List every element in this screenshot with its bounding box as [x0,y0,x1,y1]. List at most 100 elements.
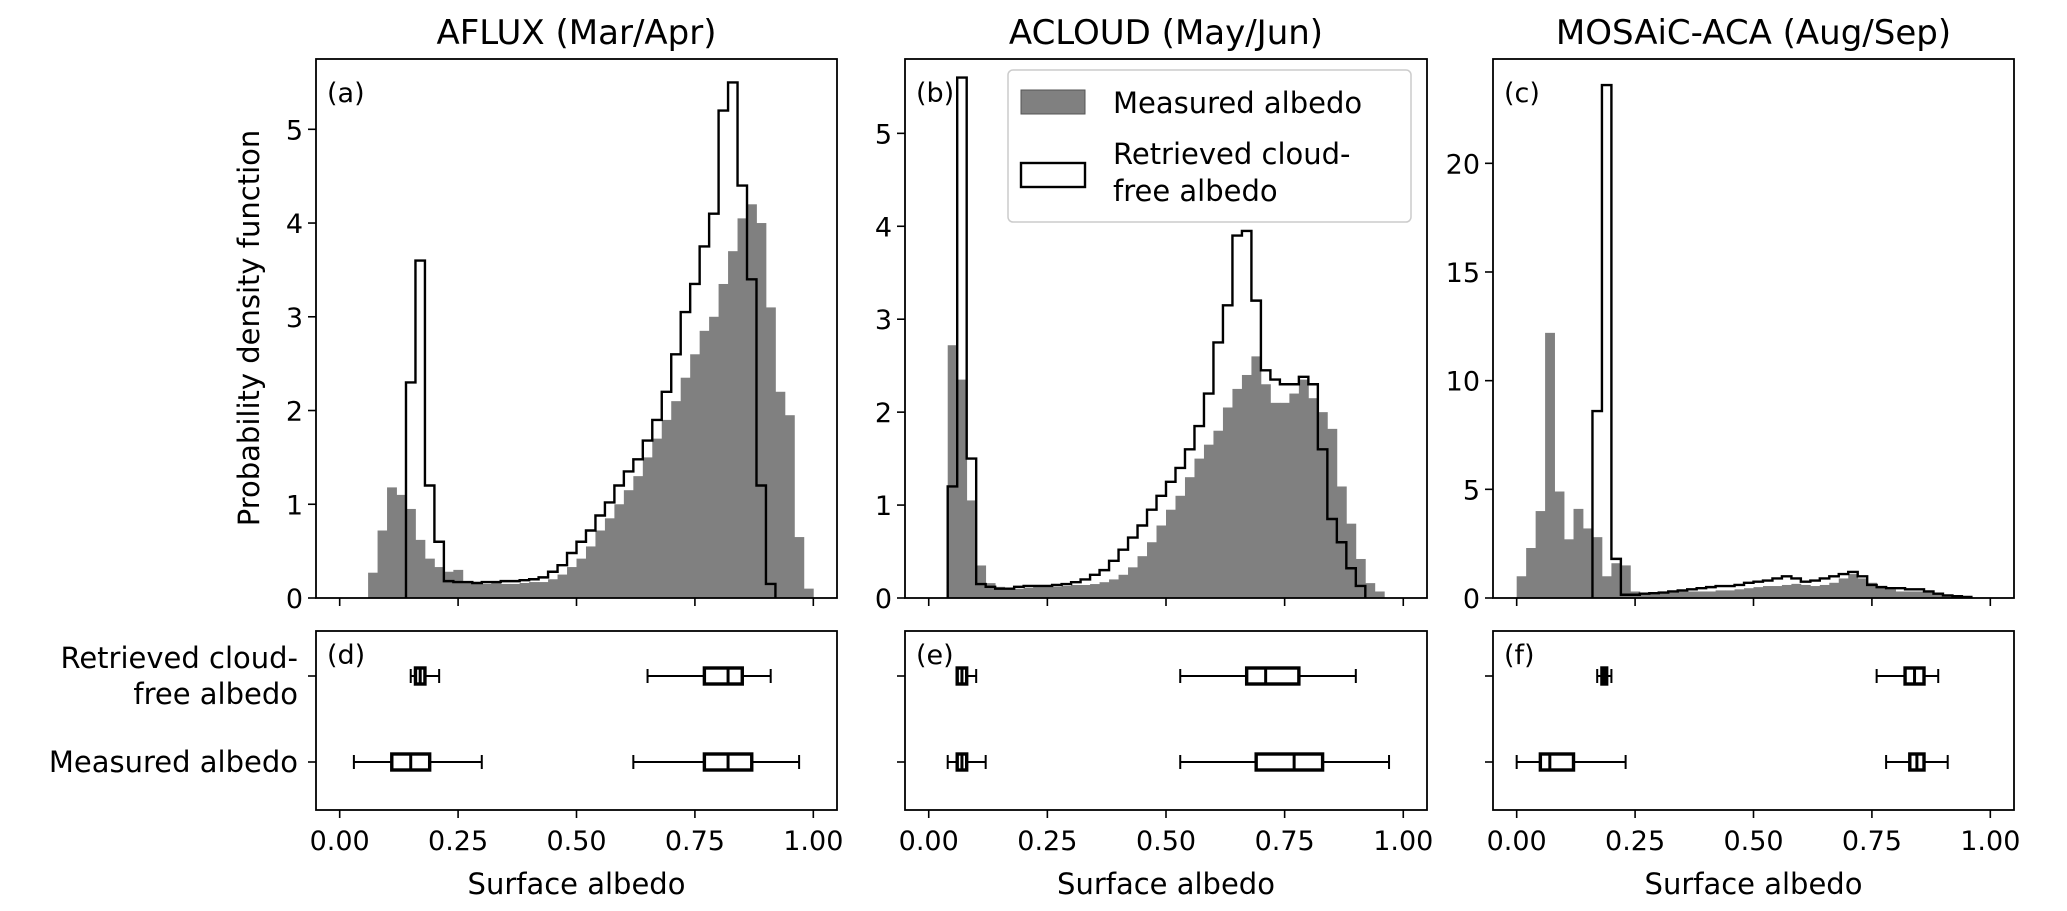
panel-tag-boxplot: (e) [916,640,954,671]
histogram-bar [1071,584,1081,598]
histogram-bar [803,588,814,598]
y-tick-label: 3 [875,305,892,336]
boxplot-box [352,752,483,772]
histogram-bar [1374,591,1385,598]
x-tick-label: 0.25 [428,826,488,857]
histogram-bar [775,391,786,598]
histogram-bar [462,581,473,598]
histogram-bar [728,251,738,599]
histogram-bar [756,223,767,599]
histogram-step-line [404,81,777,598]
x-tick-label: 0.50 [1136,826,1196,857]
legend [1007,69,1412,223]
histogram-bar [1554,491,1565,598]
x-tick-label: 1.00 [1373,826,1433,857]
boxplot-box [1179,752,1391,772]
histogram-bar [1184,477,1195,598]
boxplot-box [946,752,987,772]
histogram-bar [519,583,530,598]
histogram-bar [661,419,672,598]
histogram-bar [747,204,757,599]
x-tick-label: 0.50 [1723,826,1783,857]
histogram-bar [585,546,596,598]
histogram-bar [510,583,521,598]
legend-label: Retrieved cloud- [1113,137,1351,171]
histogram-bar [481,583,492,598]
y-tick-label: 5 [1463,475,1480,506]
histogram-bar [491,583,502,598]
histogram-bar [1592,537,1603,598]
histogram-bar [1933,593,1944,598]
histogram-bar [1090,584,1100,598]
y-tick-label: 1 [286,490,303,521]
histogram-bar [947,345,958,598]
histogram-bar [576,558,587,598]
y-tick-label: 5 [286,115,303,146]
y-tick-label: 0 [875,584,892,615]
histogram-bar [1706,591,1717,598]
x-axis-label: Surface albedo [1057,867,1275,901]
histogram-bar [1526,548,1537,598]
histogram-bar [1327,428,1338,598]
panel-tag: (b) [916,78,954,109]
panel-tag-boxplot: (d) [327,640,365,671]
histogram-bar [1781,584,1792,598]
panel-tag: (a) [327,78,365,109]
histogram-bar [1725,590,1735,598]
x-axis-label: Surface albedo [1645,867,1863,901]
histogram-bar [1118,574,1129,598]
histogram-bar [396,494,407,598]
panel-a [308,58,838,818]
x-tick-label: 0.00 [899,826,959,857]
histogram-bar [957,379,968,598]
histogram-bar [1744,588,1754,598]
histogram-bar [1194,458,1205,598]
histogram-bar [642,457,653,598]
boxplot-iqr-box [1254,752,1325,772]
histogram-bar [1668,592,1679,598]
histogram-bar [1147,542,1157,598]
histogram-bar [1213,430,1224,598]
panel-title: ACLOUD (May/Jun) [1009,13,1323,53]
y-tick-label: 1 [875,491,892,522]
histogram-bar [1677,591,1688,598]
histogram-bar [1516,576,1527,598]
histogram-bar [529,582,540,598]
histogram-bar [633,476,644,598]
x-tick-label: 0.50 [546,826,606,857]
histogram-bar [1734,589,1745,598]
histogram-bar [548,579,558,598]
histogram-axes-frame [1492,58,2015,599]
histogram-bar [1914,591,1925,598]
x-tick-label: 1.00 [1960,826,2020,857]
histogram-bar [1298,379,1309,598]
y-tick-label: 0 [286,584,303,615]
histogram-bar [557,574,568,598]
histogram-bar [1099,582,1110,598]
boxplot-box [646,666,772,686]
boxplot-axes-frame [904,630,1428,811]
histogram-bar [443,571,454,598]
histogram-bar [1175,495,1186,598]
figure-marks: AFLUX (Mar/Apr) 0 1 2 3 4 5 (a) (d) 0.00 0.25 0.50 0… [49,13,2020,901]
histogram-bar [614,504,625,598]
histogram-bar [472,583,483,598]
histogram-bar [1715,590,1726,598]
y-tick-label: 2 [286,397,303,428]
histogram-bar [387,487,397,598]
x-tick-label: 0.25 [1605,826,1665,857]
histogram-bar [1601,576,1612,598]
boxplot-box [1875,666,1940,686]
x-tick-label: 0.00 [1487,826,1547,857]
panel-c [1485,58,2015,818]
histogram-bar [1857,578,1868,598]
histogram-bar [1308,398,1319,598]
x-tick-label: 0.75 [1255,826,1315,857]
panel-title: AFLUX (Mar/Apr) [436,13,716,53]
x-tick-label: 1.00 [783,826,843,857]
histogram-bar [1004,588,1015,598]
histogram-bar [434,567,445,598]
histogram-bar [1232,388,1243,598]
histogram-bar [1203,444,1214,598]
histogram-bar [1819,584,1830,598]
